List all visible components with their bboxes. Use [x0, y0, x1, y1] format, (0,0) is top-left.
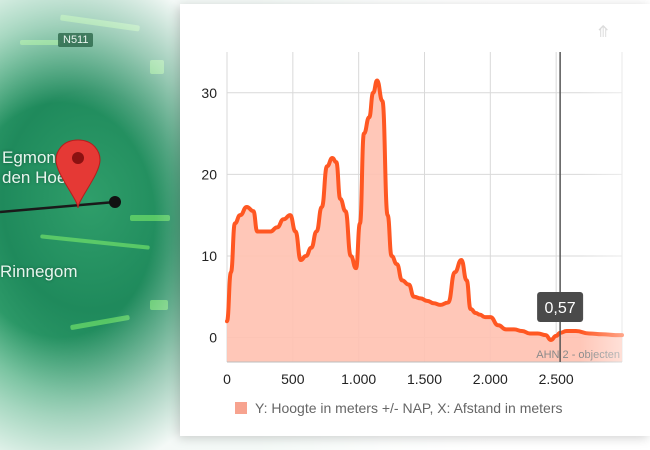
y-tick-label: 20: [201, 166, 217, 182]
x-tick-label: 2.500: [539, 371, 574, 387]
source-label: AHN 2 - objecten: [536, 349, 620, 361]
tooltip-value: 0,57: [545, 300, 576, 317]
share-icon[interactable]: ⤊: [596, 24, 610, 41]
y-tick-label: 10: [201, 248, 217, 264]
x-tick-label: 2.000: [473, 371, 508, 387]
legend-label: Y: Hoogte in meters +/- NAP, X: Afstand …: [255, 400, 563, 416]
x-tick-label: 0: [223, 371, 231, 387]
map-place-label: Rinnegom: [0, 262, 78, 281]
y-tick-label: 30: [201, 85, 217, 101]
location-pin-icon[interactable]: [55, 139, 101, 209]
route-endpoint[interactable]: [109, 196, 121, 208]
road-badge: N511: [58, 33, 94, 47]
x-tick-label: 1.000: [341, 371, 376, 387]
y-tick-label: 0: [209, 330, 217, 346]
elevation-profile-card: 0 500 1.000 1.500 2.000 2.500 0 10 20 30 AHN 2 - o…: [180, 4, 650, 436]
chart-legend: Y: Hoogte in meters +/- NAP, X: Afstand …: [235, 400, 563, 416]
x-tick-label: 500: [281, 371, 305, 387]
elevation-line: [225, 78, 624, 342]
elevation-chart[interactable]: 0 500 1.000 1.500 2.000 2.500 0 10 20 30 AHN 2 - o…: [180, 4, 650, 436]
elevation-area: [227, 80, 622, 362]
route-line: [0, 200, 116, 214]
x-tick-label: 1.500: [407, 371, 442, 387]
legend-swatch: [235, 402, 247, 414]
route-overlay: [0, 139, 121, 214]
value-tooltip: [537, 292, 584, 322]
